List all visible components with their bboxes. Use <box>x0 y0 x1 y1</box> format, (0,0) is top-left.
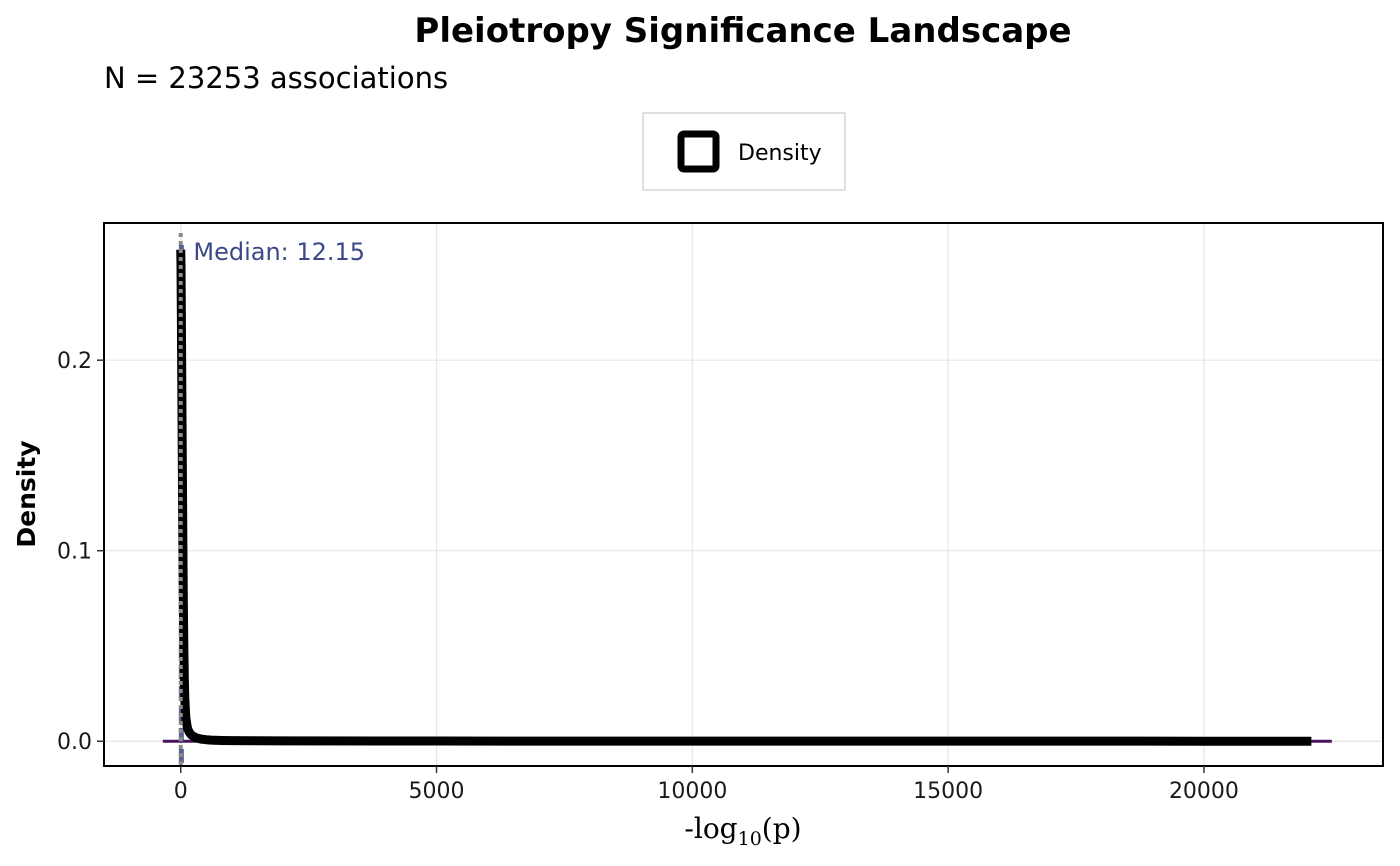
x-tick-label-5000: 5000 <box>409 779 465 804</box>
legend-key-density <box>677 130 720 173</box>
legend: Density <box>642 112 846 191</box>
x-axis-label-suffix: (p) <box>762 812 802 845</box>
gridlines <box>104 223 1383 766</box>
legend-box <box>642 112 846 191</box>
y-tick-label-0.1: 0.1 <box>57 540 92 565</box>
x-tick-label-20000: 20000 <box>1169 779 1239 804</box>
x-tick-label-15000: 15000 <box>913 779 983 804</box>
legend-label-density: Density <box>738 141 822 166</box>
x-tick-label-10000: 10000 <box>657 779 727 804</box>
x-axis-label: -log10(p) <box>684 812 801 850</box>
x-axis-label-subscript: 10 <box>738 828 762 850</box>
x-axis-label-prefix: -log <box>684 812 737 845</box>
y-tick-label-0.0: 0.0 <box>57 730 92 755</box>
y-axis-label: Density <box>12 440 41 547</box>
panel-border <box>103 222 1384 767</box>
y-axis: 0.0 0.1 0.2 <box>57 349 104 755</box>
y-tick-label-0.2: 0.2 <box>57 349 92 374</box>
density-curve <box>176 249 1312 746</box>
median-annotation: Median: 12.15 <box>193 238 365 266</box>
chart-subtitle: N = 23253 associations <box>104 61 448 95</box>
x-tick-label-0: 0 <box>174 779 188 804</box>
chart-title: Pleiotropy Significance Landscape <box>414 11 1071 51</box>
plot-area: Median: 12.15 <box>162 233 1332 766</box>
x-axis: 0 5000 10000 15000 20000 <box>174 766 1239 804</box>
